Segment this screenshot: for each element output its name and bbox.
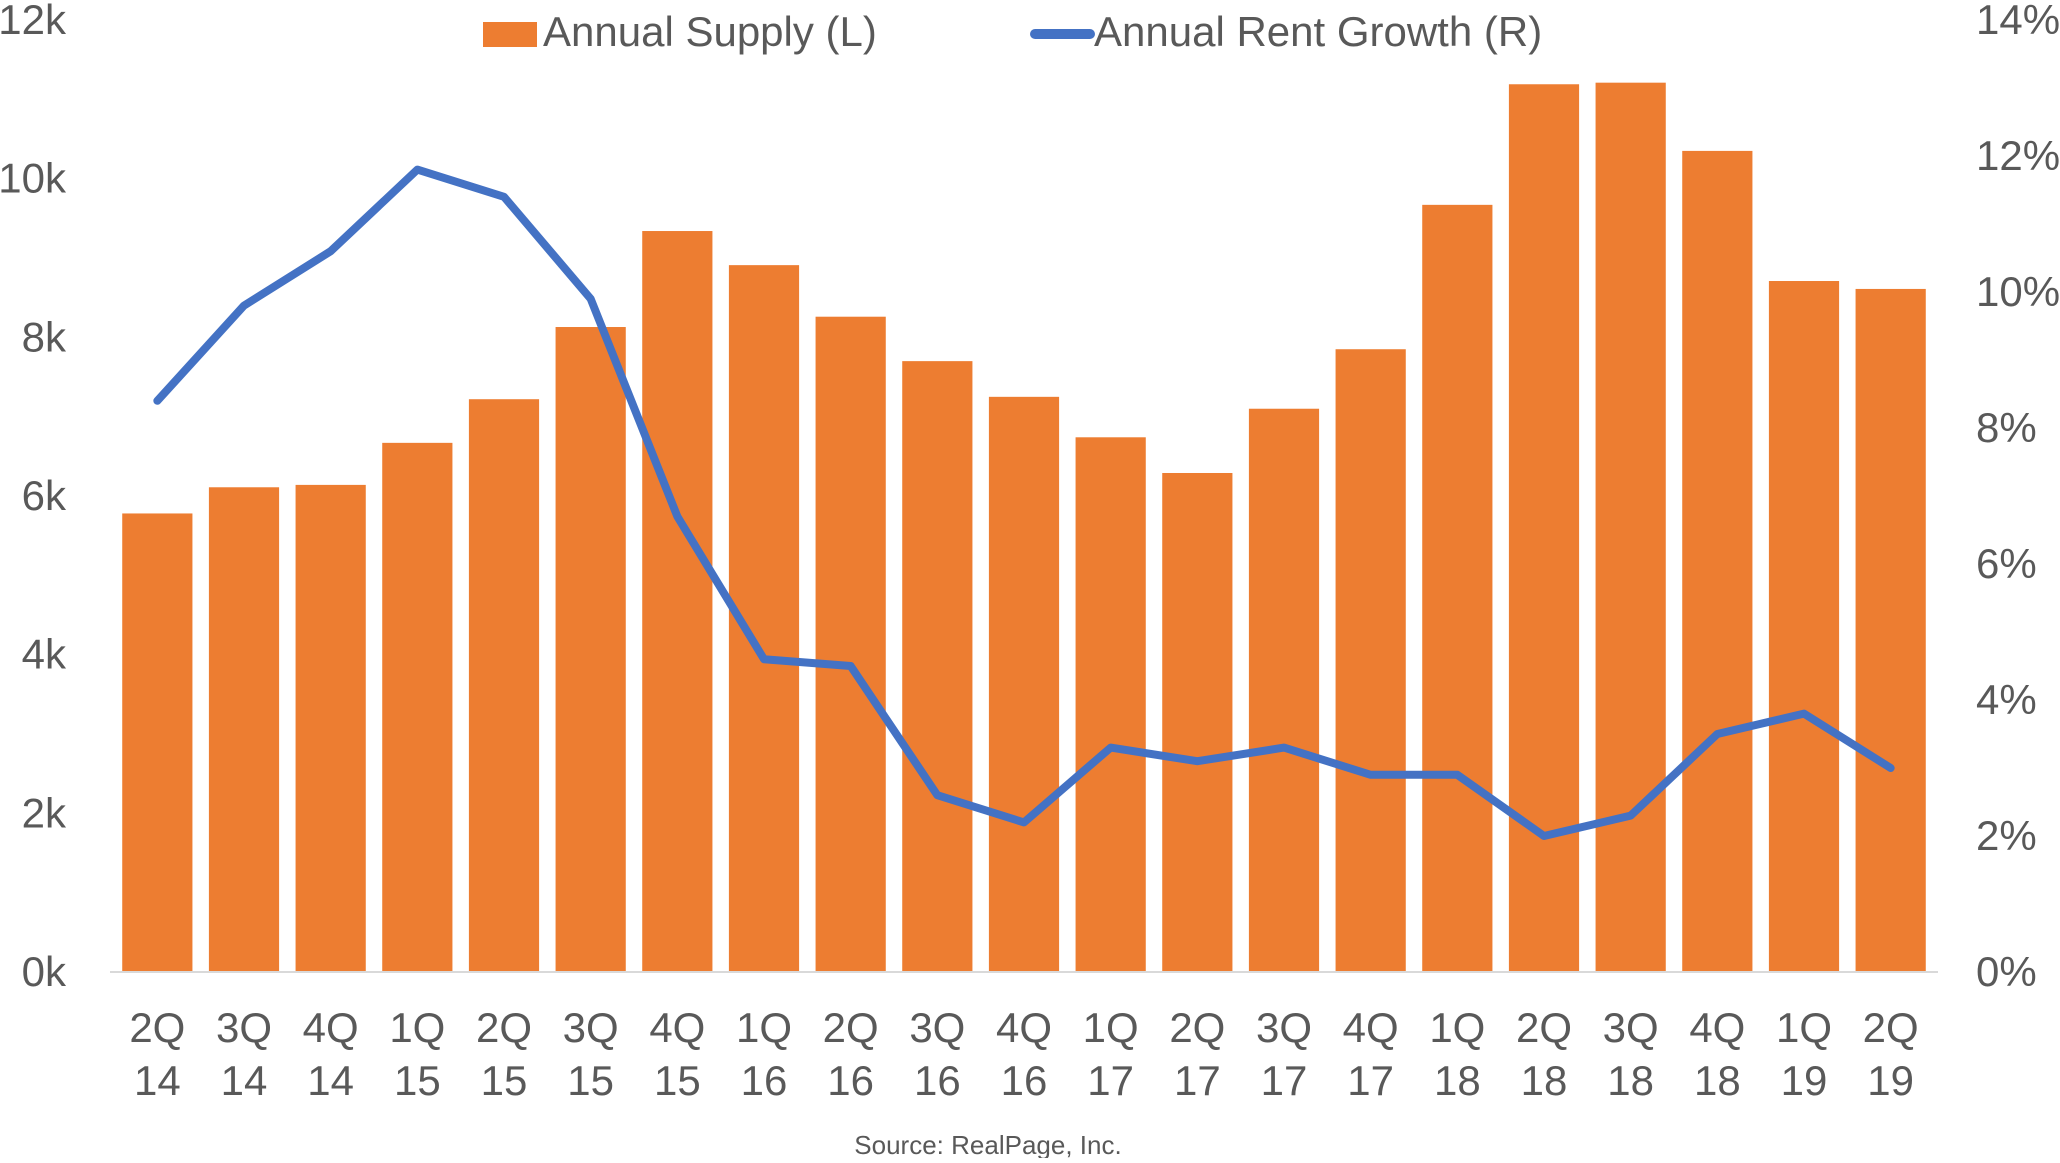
- bar-4Q-18: [1682, 151, 1752, 972]
- bar-1Q-19: [1769, 281, 1839, 972]
- bar-4Q-14: [296, 485, 366, 972]
- left-axis-tick-label: 2k: [22, 789, 67, 836]
- bar-3Q-15: [556, 327, 626, 972]
- legend: Annual Supply (L) Annual Rent Growth (R): [483, 8, 1542, 55]
- bar-1Q-15: [382, 443, 452, 972]
- bar-4Q-17: [1336, 349, 1406, 972]
- bar-3Q-18: [1596, 83, 1666, 972]
- source-note: Source: RealPage, Inc.: [854, 1130, 1121, 1158]
- bar-1Q-17: [1076, 437, 1146, 972]
- bar-2Q-14: [122, 513, 192, 972]
- bar-4Q-16: [989, 397, 1059, 972]
- right-axis-tick-label: 6%: [1976, 540, 2037, 587]
- legend-label-supply: Annual Supply (L): [543, 8, 877, 55]
- left-axis-tick-label: 0k: [22, 948, 67, 995]
- left-axis-tick-label: 10k: [0, 155, 67, 202]
- right-axis-tick-label: 4%: [1976, 676, 2037, 723]
- bar-2Q-17: [1162, 473, 1232, 972]
- left-axis-tick-label: 6k: [22, 472, 67, 519]
- bar-3Q-16: [902, 361, 972, 972]
- bar-4Q-15: [642, 231, 712, 972]
- right-axis-tick-label: 8%: [1976, 404, 2037, 451]
- bar-1Q-18: [1422, 205, 1492, 972]
- legend-swatch-supply: [483, 22, 537, 47]
- right-axis-tick-label: 12%: [1976, 132, 2060, 179]
- bar-2Q-19: [1856, 289, 1926, 972]
- bar-3Q-17: [1249, 409, 1319, 972]
- bar-2Q-15: [469, 399, 539, 972]
- left-axis-tick-label: 4k: [22, 631, 67, 678]
- right-axis-tick-label: 14%: [1976, 0, 2060, 43]
- right-axis-tick-label: 2%: [1976, 812, 2037, 859]
- bar-2Q-16: [816, 317, 886, 972]
- left-axis-tick-label: 12k: [0, 0, 67, 43]
- left-axis-tick-label: 8k: [22, 313, 67, 360]
- right-axis-tick-label: 10%: [1976, 268, 2060, 315]
- legend-label-rent-growth: Annual Rent Growth (R): [1094, 8, 1542, 55]
- bar-3Q-14: [209, 487, 279, 972]
- right-axis-tick-label: 0%: [1976, 948, 2037, 995]
